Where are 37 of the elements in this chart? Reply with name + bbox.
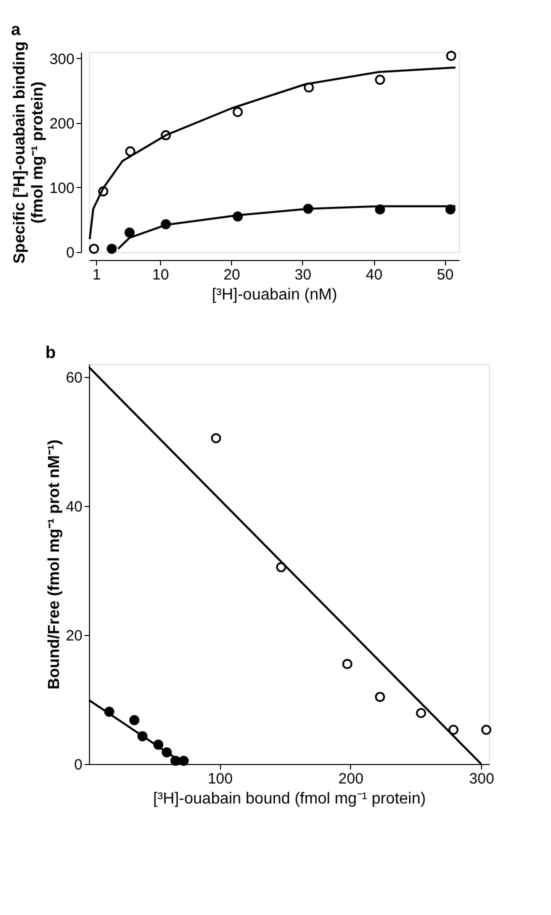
chart-title: a [10,20,21,39]
point [106,244,117,254]
x-tick-label: 300 [469,770,494,788]
y-tick-label: 0 [74,756,82,774]
y-tick-label: 200 [49,115,74,132]
x-tick-label: 30 [294,266,312,284]
point [232,106,243,118]
point [124,228,135,238]
chart-title: b [45,343,56,362]
point [374,74,386,85]
x-tick-label: 10 [152,266,169,284]
y-tick-label: 100 [49,180,74,197]
y-axis-title: Specific [³H]-ouabain binding (fmol mg⁻¹ protein) [11,41,46,264]
point [416,708,426,718]
x-tick-label: 50 [436,266,454,284]
point [342,658,352,670]
point [446,50,456,61]
point [448,724,459,735]
x-tick-label: 100 [208,770,233,788]
x-axis-title: [³H]-ouabain bound (fmol mg⁻¹ protein) [153,790,426,808]
line-series [88,66,456,240]
x-axis-title: [³H]-ouabain (nM) [212,286,338,304]
y-tick-label: 0 [66,244,74,262]
y-axis-title: Bound/Free (fmol mg⁻¹ prot nM⁻¹) [46,440,63,690]
point [481,724,492,735]
point [374,692,386,702]
point [129,715,140,726]
point [88,244,100,254]
y-tick-label: 300 [49,50,74,68]
point [210,433,222,444]
y-tick-label: 60 [66,369,82,386]
x-tick-label: 20 [223,266,240,284]
y-tick-label: 40 [66,498,82,516]
x-tick-label: 1 [92,266,101,284]
x-tick-label: 200 [338,770,364,788]
x-tick-label: 40 [366,266,382,284]
y-tick-label: 20 [66,627,82,644]
